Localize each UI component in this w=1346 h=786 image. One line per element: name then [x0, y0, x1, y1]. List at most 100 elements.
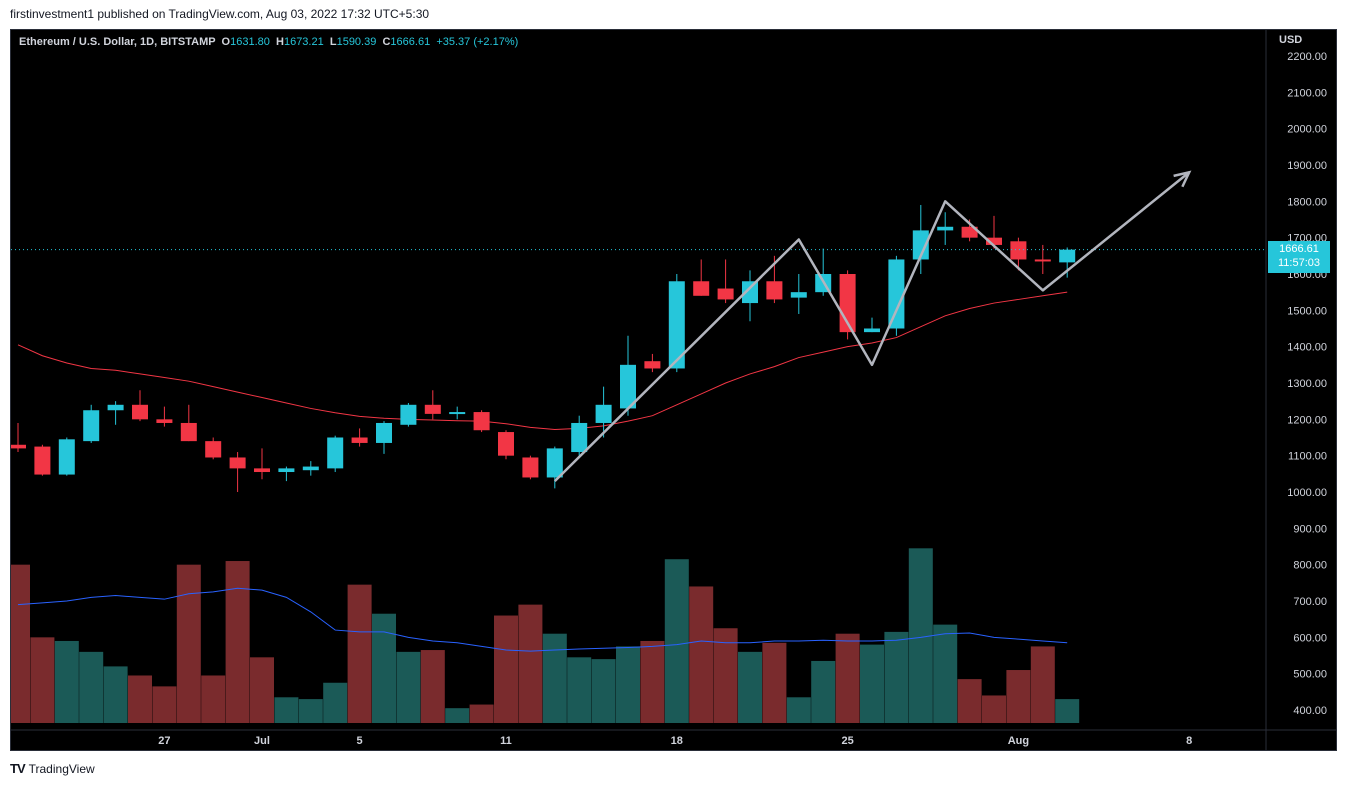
open-value: 1631.80 — [230, 36, 270, 48]
currency-label: USD — [1279, 34, 1303, 46]
publish-info: firstinvestment1 published on TradingVie… — [10, 7, 430, 21]
price-axis-tick: 900.00 — [1293, 523, 1327, 535]
price-axis-tick: 1900.00 — [1287, 160, 1327, 172]
volume-bar — [225, 561, 250, 723]
candle-body — [83, 410, 100, 442]
price-ma-line — [17, 291, 1068, 431]
symbol-legend: Ethereum / U.S. Dollar, 1D, BITSTAMP O16… — [19, 36, 518, 48]
candle-body — [571, 422, 588, 453]
volume-bar — [347, 584, 372, 723]
candle-body — [302, 466, 319, 471]
price-axis-tick: 1300.00 — [1287, 378, 1327, 390]
volume-bar — [689, 586, 714, 723]
candle-body — [888, 259, 905, 329]
price-axis-tick: 1800.00 — [1287, 196, 1327, 208]
candle-body — [717, 288, 734, 300]
volume-bar — [982, 695, 1006, 723]
volume-bar — [128, 675, 152, 723]
price-axis-tick: 2000.00 — [1287, 124, 1327, 136]
candle-body — [864, 328, 880, 333]
price-axis-tick: 2100.00 — [1287, 87, 1327, 99]
candle-body — [351, 437, 368, 443]
time-axis-label: Jul — [254, 735, 270, 747]
candle-body — [986, 237, 1002, 245]
volume-bar — [176, 564, 201, 723]
volume-bar — [786, 697, 811, 723]
volume-bar — [469, 704, 494, 723]
volume-bar — [957, 679, 982, 723]
candle-body — [1034, 259, 1051, 262]
time-axis-label: Aug — [1008, 735, 1029, 747]
candle-body — [1059, 249, 1076, 263]
candle-body — [961, 226, 978, 238]
volume-bar — [274, 697, 299, 723]
volume-bar — [11, 564, 30, 723]
candle-body — [34, 446, 51, 475]
price-axis-tick: 1400.00 — [1287, 342, 1327, 354]
volume-bar — [201, 675, 226, 723]
candle-body — [693, 281, 710, 296]
candle-body — [400, 404, 417, 425]
candle-body — [132, 404, 148, 420]
candle-body — [376, 422, 392, 443]
footer-brand: TV TradingView — [10, 761, 95, 776]
candle-body — [937, 226, 954, 231]
last-price-tag: 1666.61 11:57:03 — [1268, 241, 1330, 273]
price-axis-tick: 400.00 — [1293, 705, 1327, 717]
volume-bar — [152, 686, 177, 723]
time-axis-label: 18 — [671, 735, 683, 747]
volume-bar — [445, 708, 470, 723]
volume-bar — [738, 651, 762, 723]
candle-body — [644, 361, 661, 369]
volume-bar — [811, 660, 836, 723]
volume-bar — [323, 682, 348, 723]
pattern-zigzag-line — [553, 171, 1190, 482]
price-axis-tick: 1000.00 — [1287, 487, 1327, 499]
candle-body — [11, 444, 26, 449]
candle-body — [766, 281, 783, 300]
volume-bar — [1055, 699, 1080, 723]
volume-bar — [518, 604, 543, 723]
candle-body — [180, 422, 197, 442]
candle-body — [595, 404, 612, 423]
price-volume-chart[interactable]: 2200.002100.002000.001900.001800.001700.… — [11, 30, 1336, 750]
time-axis-label: 27 — [158, 735, 170, 747]
candle-body — [912, 230, 929, 260]
volume-bar — [1030, 646, 1055, 723]
candle-body — [742, 281, 758, 304]
symbol-title: Ethereum / U.S. Dollar, 1D, BITSTAMP — [19, 36, 216, 48]
volume-bar — [616, 646, 640, 723]
price-axis-tick: 800.00 — [1293, 560, 1327, 572]
candle-body — [58, 439, 75, 475]
candle-body — [498, 432, 514, 456]
time-axis-label: 5 — [357, 735, 363, 747]
volume-bar — [884, 631, 909, 723]
volume-bar — [298, 699, 323, 723]
chart-panel[interactable]: 2200.00 2100.00 2000.00 1900.00 1800.00 1700.… — [10, 29, 1337, 751]
volume-bar — [860, 644, 884, 723]
last-price: 1666.61 — [1279, 243, 1319, 255]
price-axis-tick: 2200.00 — [1287, 51, 1327, 63]
candle-body — [278, 468, 295, 473]
close-label: C — [382, 36, 391, 48]
pattern-arrowhead-icon — [1173, 170, 1192, 188]
volume-bar — [933, 624, 958, 723]
volume-bar — [542, 633, 567, 723]
open-label: O — [221, 36, 231, 48]
price-axis-tick: 1500.00 — [1287, 305, 1327, 317]
price-axis-tick: 600.00 — [1293, 632, 1327, 644]
volume-bar — [372, 613, 396, 723]
volume-bar — [494, 615, 518, 723]
candle-body — [205, 441, 222, 458]
candle-body — [473, 412, 490, 431]
time-axis-label: 25 — [841, 735, 853, 747]
candle-body — [327, 437, 344, 469]
candle-body — [156, 419, 173, 423]
bar-countdown: 11:57:03 — [1277, 257, 1320, 269]
candle-body — [229, 457, 246, 469]
volume-bar — [54, 640, 79, 723]
volume-bar — [567, 657, 592, 723]
volume-bar — [713, 628, 738, 723]
high-label: H — [276, 36, 284, 48]
volume-bar — [396, 651, 421, 723]
